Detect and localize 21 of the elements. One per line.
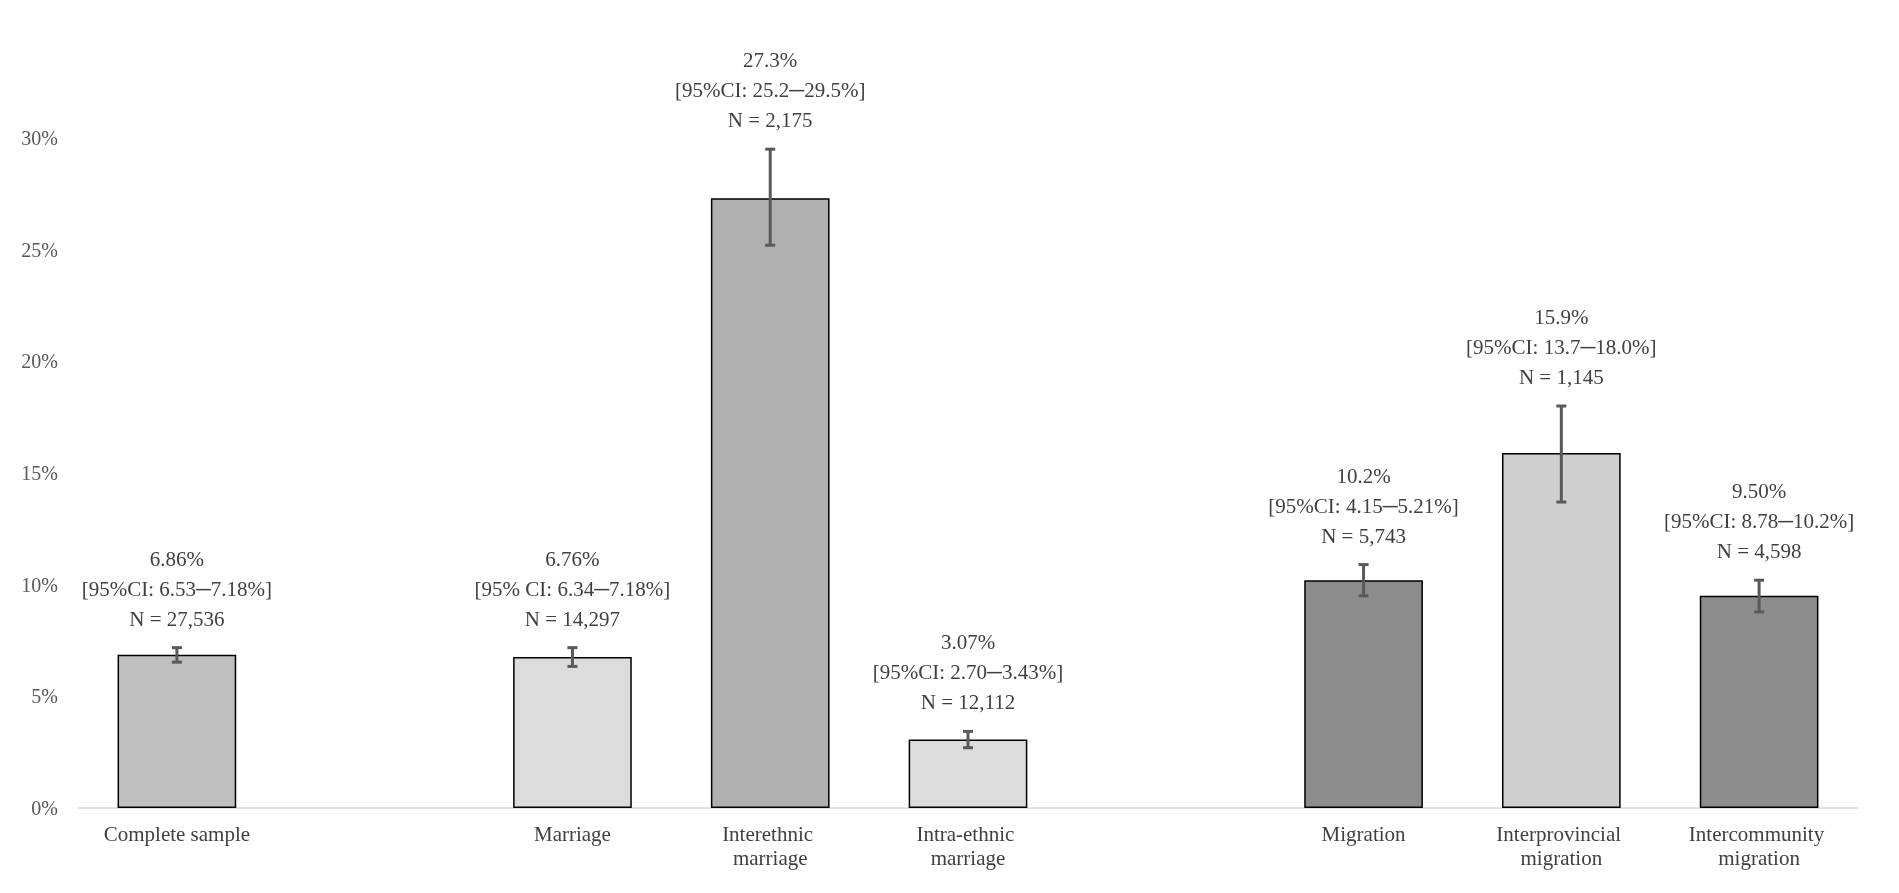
y-tick-label: 10% (21, 573, 58, 596)
y-tick-label: 20% (21, 350, 58, 373)
x-tick-label: Migration (1321, 822, 1407, 846)
data-label: 27.3% [95%CI: 25.2─29.5%] N = 2,175 (675, 48, 866, 133)
x-tick-label: Marriage (533, 822, 611, 846)
data-label: 6.86% [95%CI: 6.53─7.18%] N = 27,536 (81, 546, 273, 631)
x-tick-label: Interprovincial migration (1496, 822, 1627, 870)
data-label: 6.76% [95% CI: 6.34─7.18%] N = 14,297 (474, 546, 671, 631)
x-tick-label: Intercommunity migration (1688, 822, 1830, 870)
y-tick-label: 30% (21, 127, 58, 149)
x-tick-label: Interethnic marriage (722, 822, 819, 870)
y-tick-label: 0% (31, 797, 58, 819)
data-label: 3.07% [95%CI: 2.70─3.43%] N = 12,112 (872, 630, 1064, 715)
data-label: 9.50% [95%CI: 8.78─10.2%] N = 4,598 (1663, 479, 1855, 564)
data-label: 10.2% [95%CI: 4.15─5.21%] N = 5,743 (1268, 463, 1459, 548)
y-tick-label: 25% (21, 238, 58, 261)
y-tick-label: 15% (21, 462, 58, 484)
x-tick-label: Intra-ethnic marriage (916, 822, 1020, 870)
x-tick-label: Complete sample (103, 822, 251, 846)
y-tick-label: 5% (31, 685, 58, 708)
data-label: 15.9% [95%CI: 13.7─18.0%] N = 1,145 (1466, 305, 1657, 389)
